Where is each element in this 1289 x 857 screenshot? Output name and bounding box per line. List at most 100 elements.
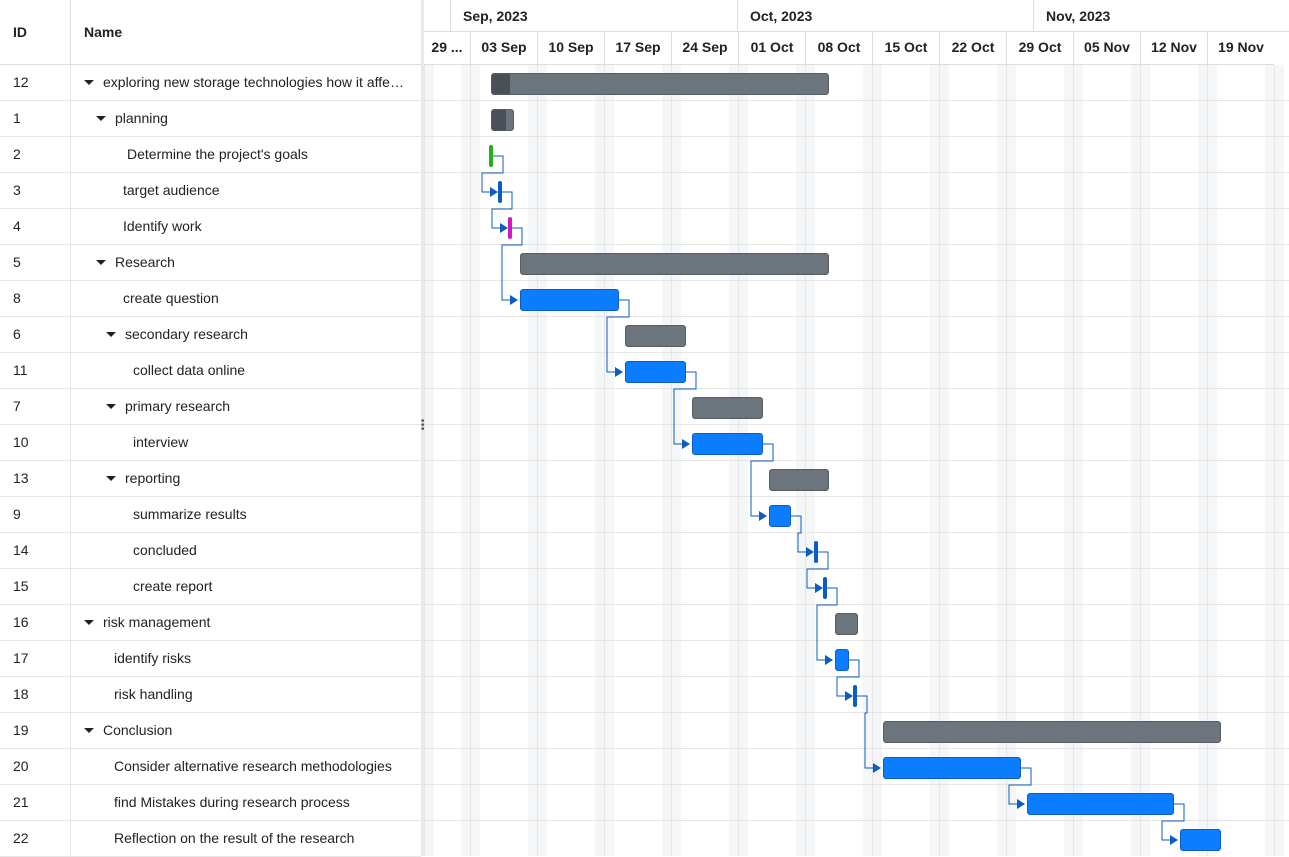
week-header: 10 Sep: [537, 32, 604, 65]
task-row[interactable]: 22 Reflection on the result of the resear…: [0, 821, 421, 857]
link-arrow-icon: [510, 295, 518, 305]
task-row[interactable]: 8 create question: [0, 281, 421, 317]
task-name-cell: Reflection on the result of the research: [71, 821, 421, 856]
task-row[interactable]: 1 planning: [0, 101, 421, 137]
milestone-marker[interactable]: [498, 181, 502, 203]
dependency-link: [791, 515, 808, 553]
expand-caret-icon[interactable]: [96, 259, 106, 265]
month-header-partial: [424, 0, 450, 32]
task-name-cell: Conclusion: [71, 713, 421, 748]
task-name-cell: planning: [71, 101, 421, 136]
task-row[interactable]: 20 Consider alternative research methodol…: [0, 749, 421, 785]
row-gridline: [424, 244, 1289, 245]
task-id-cell: 17: [0, 641, 71, 676]
task-bar[interactable]: [692, 433, 763, 455]
task-id-cell: 11: [0, 353, 71, 388]
task-bar[interactable]: [520, 289, 619, 311]
task-row[interactable]: 5 Research: [0, 245, 421, 281]
summary-task-bar[interactable]: [625, 325, 686, 347]
expand-caret-icon[interactable]: [84, 79, 94, 85]
summary-task-bar[interactable]: [491, 73, 829, 95]
week-header: 17 Sep: [604, 32, 671, 65]
task-row[interactable]: 21 find Mistakes during research process: [0, 785, 421, 821]
dependency-link: [501, 227, 523, 301]
row-gridline: [424, 352, 1289, 353]
task-name-cell: primary research: [71, 389, 421, 424]
milestone-marker[interactable]: [489, 145, 493, 167]
week-header: 29 Oct: [1006, 32, 1073, 65]
task-row[interactable]: 12 exploring new storage technologies how…: [0, 65, 421, 101]
task-bar[interactable]: [625, 361, 686, 383]
task-bar[interactable]: [835, 649, 849, 671]
task-row[interactable]: 6 secondary research: [0, 317, 421, 353]
task-row[interactable]: 10 interview: [0, 425, 421, 461]
task-row[interactable]: 11 collect data online: [0, 353, 421, 389]
task-row[interactable]: 3 target audience: [0, 173, 421, 209]
summary-task-bar[interactable]: [692, 397, 763, 419]
milestone-marker[interactable]: [508, 217, 512, 239]
summary-task-bar[interactable]: [520, 253, 829, 275]
task-name-label: primary research: [125, 398, 231, 414]
task-id-cell: 18: [0, 677, 71, 712]
dependency-link: [673, 371, 697, 445]
task-name-label: Identify work: [123, 218, 202, 234]
expand-caret-icon[interactable]: [106, 475, 116, 481]
task-row[interactable]: 4 Identify work: [0, 209, 421, 245]
task-row[interactable]: 7 primary research: [0, 389, 421, 425]
task-id-cell: 5: [0, 245, 71, 280]
task-bar[interactable]: [1180, 829, 1221, 851]
task-bar[interactable]: [883, 757, 1021, 779]
row-gridline: [424, 280, 1289, 281]
link-arrow-icon: [806, 547, 814, 557]
pane-splitter[interactable]: • • •: [421, 0, 425, 856]
summary-task-bar[interactable]: [491, 109, 514, 131]
task-row[interactable]: 13 reporting: [0, 461, 421, 497]
task-name-cell: exploring new storage technologies how i…: [71, 65, 421, 100]
task-row[interactable]: 2 Determine the project's goals: [0, 137, 421, 173]
task-name-cell: Determine the project's goals: [71, 137, 421, 172]
task-row[interactable]: 18 risk handling: [0, 677, 421, 713]
task-name-label: interview: [133, 434, 189, 450]
dependency-links: [481, 155, 1185, 845]
summary-task-bar[interactable]: [769, 469, 829, 491]
column-header-id[interactable]: ID: [0, 0, 71, 65]
column-header-name[interactable]: Name: [71, 0, 421, 65]
task-name-label: Consider alternative research methodolog…: [114, 758, 392, 774]
task-row[interactable]: 16 risk management: [0, 605, 421, 641]
task-bar[interactable]: [769, 505, 791, 527]
week-header: 24 Sep: [671, 32, 738, 65]
task-bar[interactable]: [1027, 793, 1174, 815]
task-row[interactable]: 15 create report: [0, 569, 421, 605]
dependency-link: [750, 443, 774, 517]
expand-caret-icon[interactable]: [84, 619, 94, 625]
row-gridline: [424, 532, 1289, 533]
task-row[interactable]: 19 Conclusion: [0, 713, 421, 749]
row-gridline: [424, 496, 1289, 497]
splitter-handle-icon[interactable]: • • •: [421, 416, 425, 435]
dependency-link: [1161, 803, 1185, 841]
dependency-link: [806, 551, 829, 589]
week-header: 29 ...: [424, 32, 470, 65]
row-gridline: [424, 640, 1289, 641]
summary-task-bar[interactable]: [883, 721, 1221, 743]
task-row[interactable]: 9 summarize results: [0, 497, 421, 533]
expand-caret-icon[interactable]: [96, 115, 106, 121]
summary-task-bar[interactable]: [835, 613, 858, 635]
task-row[interactable]: 14 concluded: [0, 533, 421, 569]
milestone-marker[interactable]: [814, 541, 818, 563]
expand-caret-icon[interactable]: [106, 403, 116, 409]
expand-caret-icon[interactable]: [84, 727, 94, 733]
task-name-cell: create report: [71, 569, 421, 604]
milestone-marker[interactable]: [853, 685, 857, 707]
task-grid: ID Name 12 exploring new storage technolo…: [0, 0, 422, 857]
milestone-marker[interactable]: [823, 577, 827, 599]
progress-fill: [492, 74, 510, 94]
link-arrow-icon: [500, 223, 508, 233]
task-row[interactable]: 17 identify risks: [0, 641, 421, 677]
week-header: 05 Nov: [1073, 32, 1140, 65]
row-gridline: [424, 316, 1289, 317]
dependency-link: [491, 191, 513, 229]
task-name-cell: identify risks: [71, 641, 421, 676]
expand-caret-icon[interactable]: [106, 331, 116, 337]
row-gridline: [424, 424, 1289, 425]
